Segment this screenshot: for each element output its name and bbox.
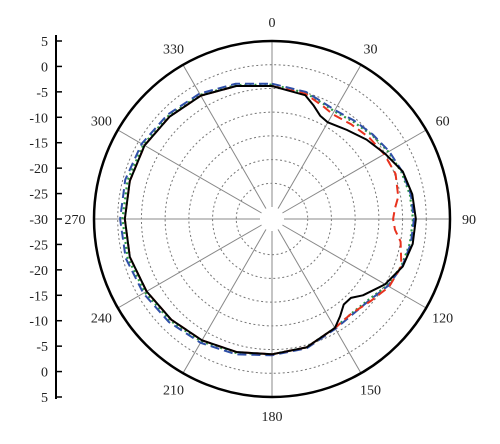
angle-label: 300 [91, 115, 112, 130]
radial-tick-label: 0 [41, 60, 48, 75]
radial-tick-label: -10 [29, 315, 48, 330]
angle-label: 120 [432, 312, 453, 327]
angle-label: 180 [262, 410, 283, 425]
angle-label: 90 [462, 213, 476, 228]
grid-spoke [282, 129, 427, 214]
angle-label: 150 [360, 384, 381, 399]
radial-tick-label: -20 [29, 162, 48, 177]
radial-tick-label: 5 [41, 391, 48, 406]
polar-frame [92, 39, 452, 399]
grid-spoke [182, 64, 267, 209]
radial-tick-label: -5 [36, 86, 48, 101]
grid-spoke [277, 229, 362, 374]
angle-label: 330 [163, 42, 184, 57]
grid-spoke [282, 224, 427, 309]
radial-tick-label: -15 [29, 137, 48, 152]
radial-tick-label: -15 [29, 289, 48, 304]
polar-outer-ring [92, 39, 452, 399]
radial-tick-label: -30 [29, 213, 48, 228]
angular-axis: 0 30 60 90 120 150 180 210 240 270 300 330 [65, 16, 477, 425]
angle-label: 210 [163, 384, 184, 399]
series-line-2 [123, 85, 403, 356]
polar-center [260, 207, 284, 231]
grid-spoke [117, 129, 262, 214]
series-line-4 [119, 82, 415, 357]
radial-tick-label: 5 [41, 35, 48, 50]
angle-label: 0 [269, 16, 276, 31]
radial-tick-label: -5 [36, 340, 48, 355]
radial-tick-label: -25 [29, 238, 48, 253]
angle-label: 60 [436, 115, 450, 130]
series-group [119, 82, 417, 357]
radial-tick-label: -20 [29, 264, 48, 279]
grid-spoke [277, 64, 362, 209]
radial-tick-label: 0 [41, 366, 48, 381]
grid-spoke [182, 229, 267, 374]
radial-axis: 5 0 -5 -10 -15 -20 -25 -30 -25 -20 -15 -10 -5 0 5 [29, 35, 62, 406]
radial-tick-label: -10 [29, 111, 48, 126]
grid-spoke [117, 224, 262, 309]
angle-label: 30 [364, 42, 378, 57]
angle-label: 240 [91, 312, 112, 327]
radial-tick-label: -25 [29, 188, 48, 203]
angle-label: 270 [65, 213, 86, 228]
series-line-1 [123, 85, 417, 356]
series-line-3 [121, 83, 415, 356]
